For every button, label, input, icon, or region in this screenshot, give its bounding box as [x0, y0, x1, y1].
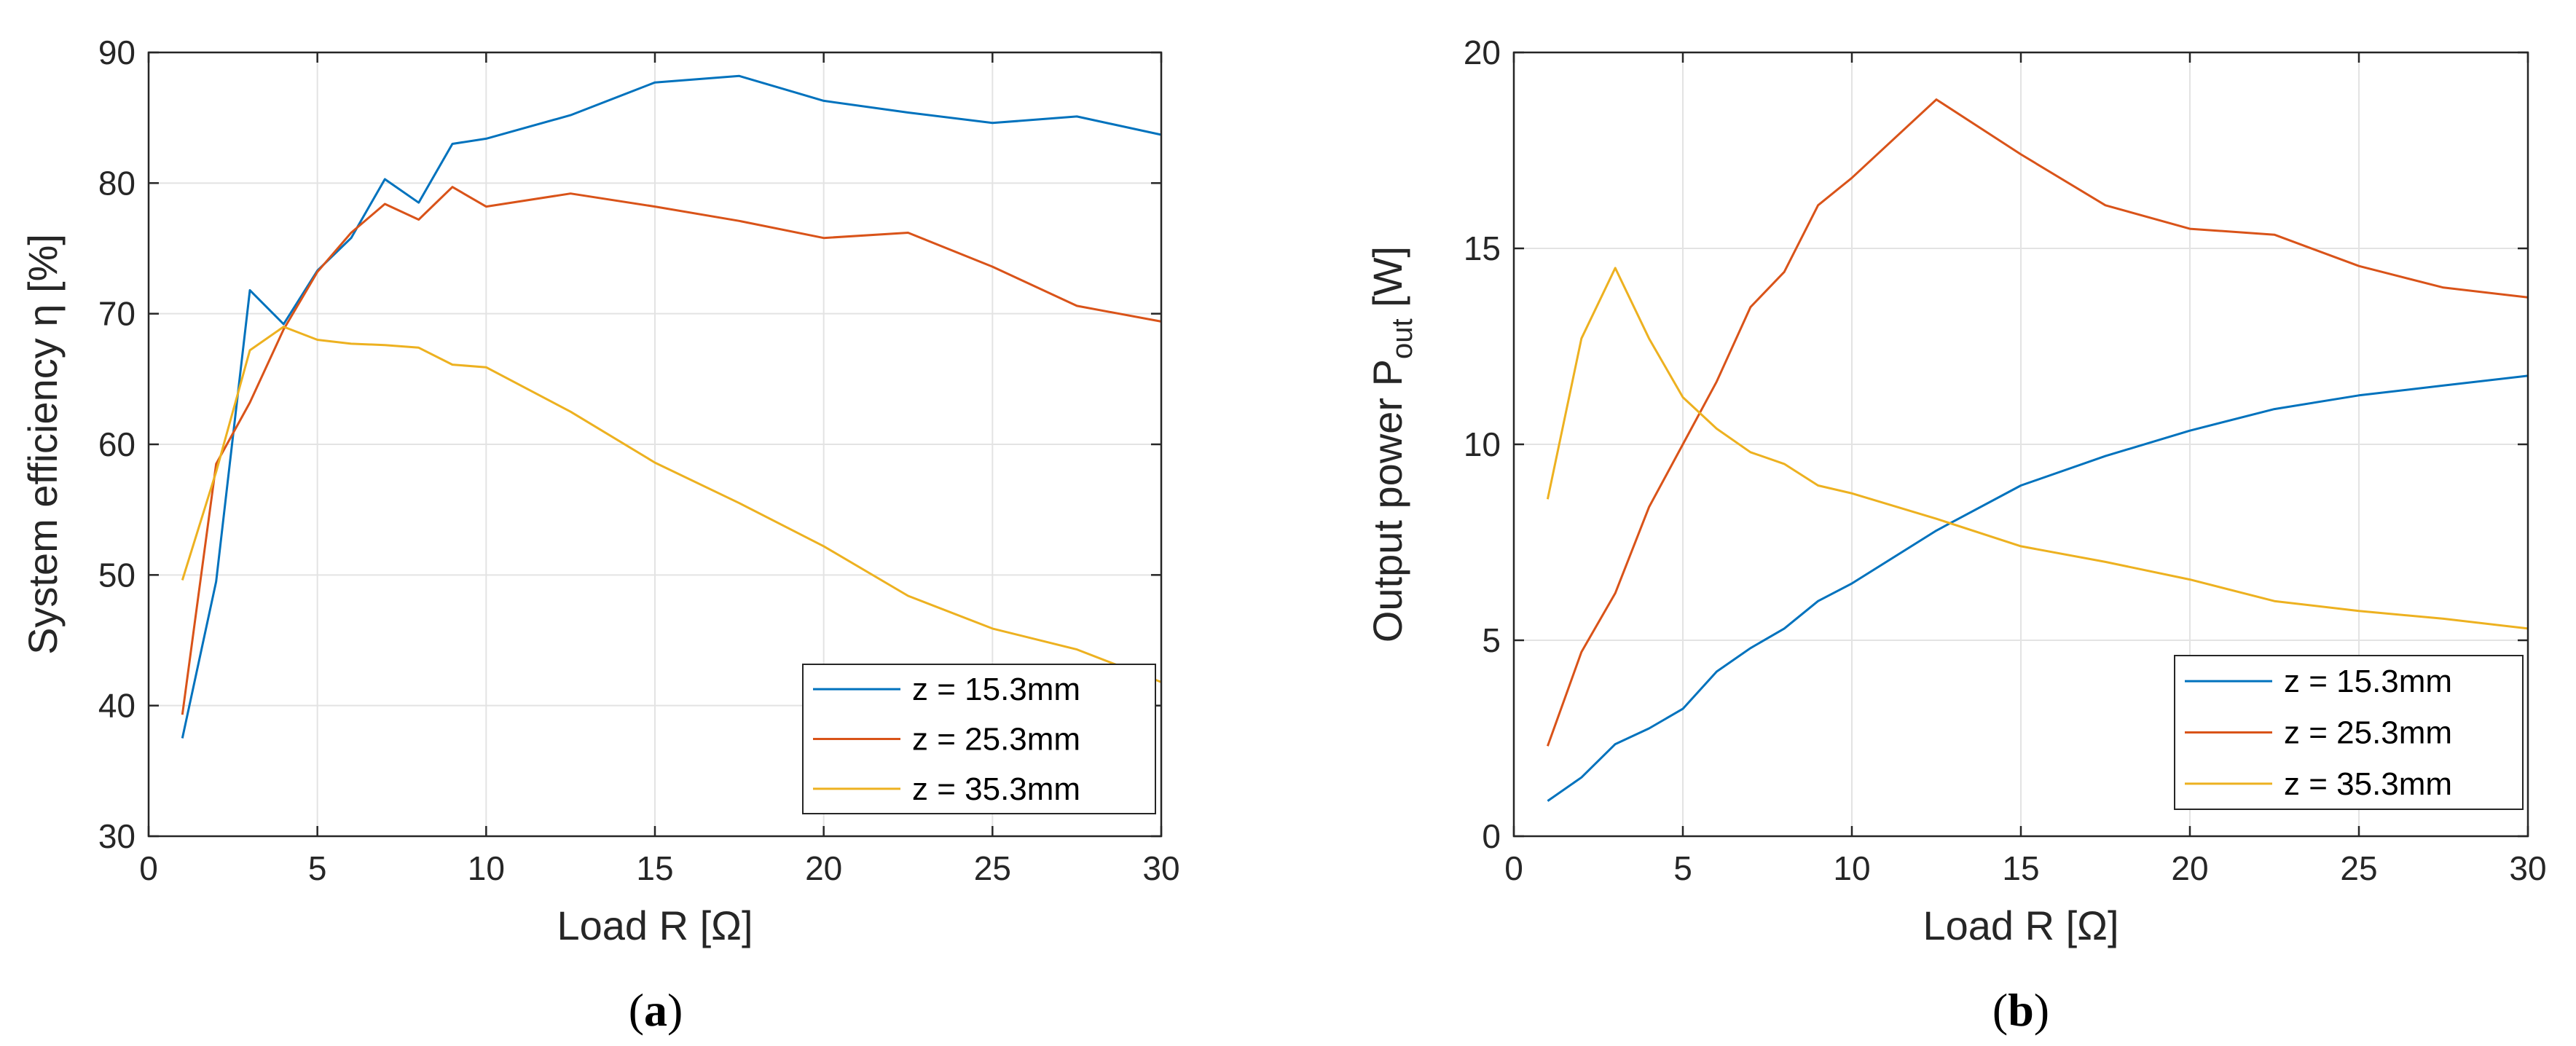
x-tick-label: 0: [139, 849, 158, 887]
y-axis-label-subscript: out: [1386, 318, 1418, 359]
legend-label-3: z = 35.3mm: [2284, 766, 2452, 802]
y-tick-label: 60: [98, 425, 136, 463]
y-axis-label-main: Output power P: [1364, 359, 1410, 642]
legend-label-3: z = 35.3mm: [912, 771, 1080, 807]
y-tick-label: 80: [98, 164, 136, 202]
y-tick-label: 30: [98, 817, 136, 855]
x-tick-label: 20: [2171, 849, 2208, 887]
y-tick-label: 10: [1464, 425, 1501, 463]
series-line-2: [1546, 98, 2529, 747]
y-tick-label: 0: [1482, 817, 1501, 855]
x-tick-label: 30: [1142, 849, 1179, 887]
legend-label-1: z = 15.3mm: [912, 672, 1080, 707]
y-tick-label: 20: [1464, 34, 1501, 71]
y-tick-label: 90: [98, 34, 136, 71]
panel-caption: (b): [1992, 984, 2049, 1036]
x-tick-label: 0: [1504, 849, 1523, 887]
y-tick-label: 15: [1464, 229, 1501, 267]
y-axis-label: Output power Pout [W]: [1364, 246, 1418, 642]
series-line-2: [181, 186, 1162, 715]
caption-letter: a: [644, 984, 667, 1036]
x-axis-label: Load R [Ω]: [1923, 903, 2118, 948]
legend-label-1: z = 15.3mm: [2284, 664, 2452, 699]
x-axis-label: Load R [Ω]: [557, 903, 753, 948]
caption-close-paren: ): [667, 984, 683, 1036]
x-tick-label: 5: [1673, 849, 1692, 887]
y-tick-label: 70: [98, 295, 136, 333]
y-tick-label: 50: [98, 556, 136, 594]
legend-label-2: z = 25.3mm: [912, 722, 1080, 758]
x-tick-label: 10: [468, 849, 505, 887]
x-tick-label: 15: [2002, 849, 2039, 887]
caption-open-paren: (: [629, 984, 644, 1036]
series-line-1: [181, 74, 1162, 739]
caption-open-paren: (: [1992, 984, 2008, 1036]
legend-label-2: z = 25.3mm: [2284, 715, 2452, 751]
chart-panel-b: 0 5 10 15 20 25 30 0 5 10 15 20 Load R [Ω] Output pow…: [1364, 34, 2547, 1036]
x-tick-label: 25: [974, 849, 1011, 887]
x-tick-label: 5: [308, 849, 327, 887]
chart-panel-a: 0 5 10 15 20 25 30 30 40 50 60 70 80 90 Load R [Ω] Syst…: [20, 34, 1180, 1036]
series-line-1: [1547, 374, 2529, 802]
y-tick-label: 40: [98, 687, 136, 725]
series-line-3: [1546, 267, 2529, 630]
x-tick-label: 30: [2509, 849, 2546, 887]
caption-close-paren: ): [2034, 984, 2049, 1036]
x-tick-label: 10: [1833, 849, 1870, 887]
series-line-3: [181, 326, 1162, 683]
y-axis-label-unit: [W]: [1364, 246, 1410, 307]
caption-letter: b: [2008, 984, 2034, 1036]
y-axis-label: System efficiency η [%]: [20, 234, 66, 655]
y-tick-label: 5: [1482, 621, 1501, 659]
x-tick-label: 25: [2340, 849, 2377, 887]
panel-caption: (a): [629, 984, 683, 1036]
y-axis-label-space: [1364, 307, 1410, 319]
x-tick-label: 20: [805, 849, 842, 887]
x-tick-label: 15: [636, 849, 673, 887]
